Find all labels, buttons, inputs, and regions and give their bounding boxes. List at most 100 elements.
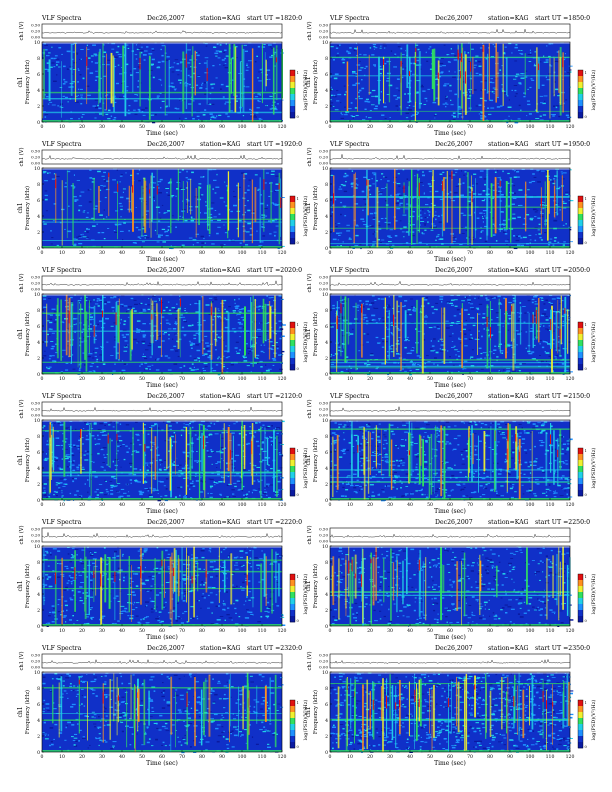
spectrogram-cell — [149, 342, 151, 345]
spectrogram-cell — [122, 191, 124, 193]
spectrogram-cell — [463, 174, 466, 176]
spectrogram-streak — [175, 434, 176, 475]
spectrogram-cell — [112, 373, 114, 375]
spectrogram-svg: VLF Spectra Dec26,2007 station=KAG start UT… — [17, 393, 309, 515]
spectrogram-cell — [564, 295, 566, 298]
spectrogram-cell — [230, 460, 233, 461]
spectrogram-cell — [59, 106, 62, 108]
spectrogram-streak — [259, 177, 261, 243]
spectrogram-cell — [395, 105, 398, 107]
spectrogram-cell — [210, 220, 213, 222]
spectrogram-cell — [553, 105, 555, 107]
spectrogram-cell — [529, 330, 534, 332]
spectrogram-cell — [345, 181, 347, 183]
spectrogram-cell — [47, 368, 51, 370]
spectrogram-cell — [397, 329, 402, 331]
x-tick-label: 70 — [179, 376, 185, 382]
spectrogram-cell — [387, 355, 390, 357]
ch1-tick-label: 0.00 — [31, 413, 40, 418]
spectrogram-cell — [102, 55, 106, 58]
spectrogram-cell — [501, 223, 505, 225]
spectrogram-cell — [479, 176, 483, 178]
spectrogram-cell — [175, 334, 178, 336]
spectrogram-cell — [69, 492, 72, 495]
spectrogram-cell — [250, 115, 253, 117]
spectrogram-cell — [483, 213, 486, 214]
x-tick-label: 20 — [367, 250, 373, 256]
spectrogram-cell — [332, 238, 337, 241]
spectrogram-cell — [186, 443, 190, 446]
spectrogram-streak — [406, 44, 409, 88]
spectrogram-cell — [354, 187, 358, 189]
spectrogram-cell — [186, 180, 188, 183]
spectrogram-cell — [387, 223, 390, 226]
spectrogram-cell — [562, 207, 567, 209]
spectrogram-cell — [164, 212, 168, 214]
spectrogram-cell — [362, 119, 366, 121]
spectrogram-cell — [90, 307, 94, 309]
spectrogram-cell — [117, 450, 119, 452]
spectrogram-cell — [548, 43, 551, 45]
spectrogram-cell — [447, 350, 449, 352]
spectrogram-cell — [161, 204, 164, 206]
spectrogram-cell — [126, 197, 130, 200]
spectrogram-cell — [452, 241, 456, 242]
spectrogram-cell — [462, 92, 465, 94]
spectrogram-cell — [171, 195, 175, 197]
spectrogram-cell — [165, 488, 168, 490]
spectrogram-cell — [235, 421, 238, 423]
spectrogram-cell — [498, 344, 502, 346]
spectrogram-cell — [265, 369, 270, 372]
spectrogram-cell — [534, 211, 538, 213]
spectrogram-cell — [44, 490, 46, 492]
spectrogram-cell — [513, 461, 516, 464]
spectrogram-cell — [390, 194, 393, 196]
spectrogram-cell — [460, 421, 464, 423]
spectrogram-cell — [115, 469, 118, 471]
spectrogram-cell — [260, 366, 263, 368]
spectrogram-cell — [370, 225, 374, 227]
spectrogram-cell — [374, 307, 379, 309]
spectrogram-cell — [511, 340, 513, 342]
spectrogram-cell — [207, 456, 212, 458]
spectrogram-cell — [251, 350, 254, 352]
spectrogram-band — [42, 430, 282, 432]
spectrogram-cell — [159, 93, 162, 94]
spectrogram-cell — [110, 484, 114, 487]
spectrogram-cell — [130, 442, 133, 444]
spectrogram-cell — [371, 314, 376, 317]
spectrogram-cell — [353, 49, 356, 52]
spectrogram-cell — [252, 489, 256, 491]
spectrogram-cell — [273, 231, 277, 233]
spectrogram-streak — [84, 294, 86, 360]
spectrogram-streak — [383, 56, 385, 104]
spectrogram-cell — [126, 451, 129, 453]
spectrogram-cell — [175, 324, 177, 326]
spectrogram-cell — [269, 233, 272, 235]
spectrogram-cell — [249, 426, 251, 428]
spectrogram-cell — [128, 473, 132, 475]
spectrogram-streak — [70, 44, 73, 96]
spectrogram-cell — [84, 483, 86, 485]
spectrogram-cell — [153, 176, 155, 178]
spectrogram-cell — [188, 340, 191, 342]
spectrogram-cell — [89, 314, 92, 316]
spectrogram-cell — [474, 297, 476, 300]
spectrogram-streak-peak — [275, 57, 277, 63]
spectrogram-cell — [98, 484, 103, 485]
spectrogram-cell — [431, 306, 434, 308]
spectrogram-cell — [220, 83, 224, 86]
spectrogram-cell — [159, 469, 162, 471]
spectrogram-cell — [523, 92, 526, 94]
spectrogram-cell — [186, 452, 190, 454]
spectrogram-band — [42, 218, 282, 220]
spectrogram-cell — [402, 169, 405, 171]
spectrogram-cell — [259, 360, 263, 363]
spectrogram-cell — [351, 170, 354, 172]
spectrogram-cell — [490, 107, 495, 109]
spectrogram-cell — [265, 427, 270, 429]
spectrogram-cell — [104, 422, 108, 424]
spectrogram-cell — [238, 327, 242, 329]
spectrogram-cell — [412, 363, 415, 365]
spectrogram-cell — [261, 46, 266, 48]
